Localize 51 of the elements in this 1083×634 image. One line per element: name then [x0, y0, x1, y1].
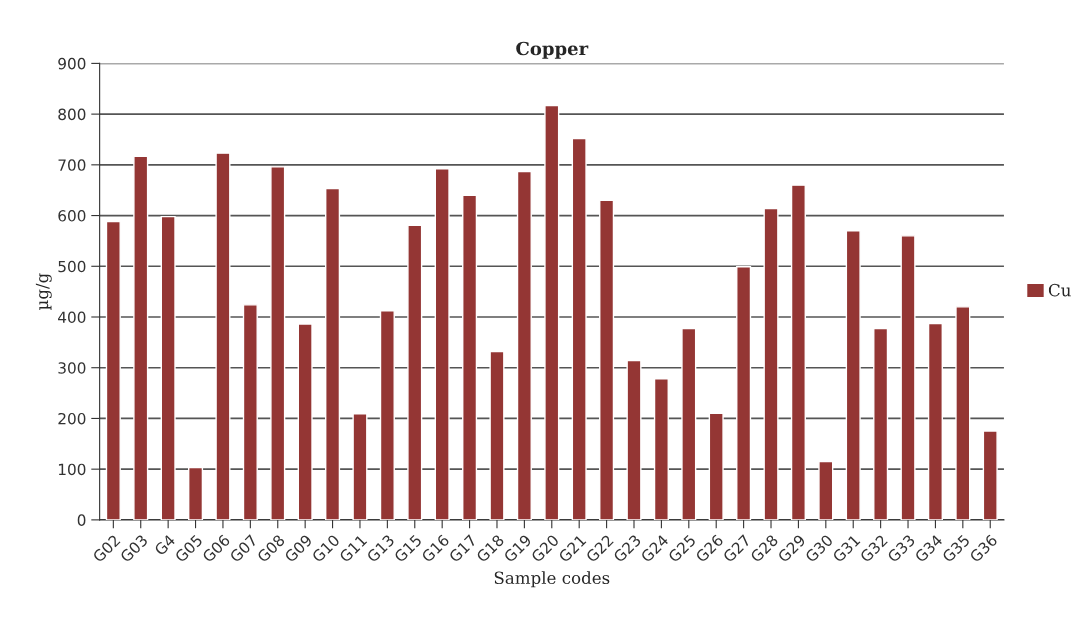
bar	[873, 327, 889, 520]
bar	[188, 466, 204, 520]
bar	[516, 170, 532, 520]
bar	[955, 306, 971, 520]
y-tick-label: 700	[58, 159, 86, 171]
bar	[325, 187, 341, 520]
bar	[927, 322, 943, 520]
chart-title: Copper	[516, 41, 589, 59]
y-tick-label: 600	[58, 210, 86, 222]
x-tick-label: G31	[831, 534, 861, 563]
bar	[352, 413, 368, 520]
y-tick-label: 200	[58, 412, 86, 425]
y-tick-label: 100	[58, 463, 86, 476]
bar	[763, 207, 779, 520]
bar	[599, 199, 615, 520]
bar	[571, 137, 587, 520]
bar	[818, 460, 834, 520]
x-axis-title: Sample codes	[494, 571, 610, 588]
bar	[297, 323, 313, 520]
bar	[160, 215, 176, 520]
x-tick-label: G11	[338, 534, 368, 563]
y-tick-label: 900	[58, 57, 86, 70]
bar	[790, 184, 806, 520]
y-tick-label: 0	[77, 514, 86, 526]
bar	[900, 235, 916, 520]
y-tick-label: 800	[58, 108, 86, 121]
bar	[105, 220, 121, 520]
bar	[626, 359, 642, 520]
bar	[133, 155, 149, 520]
x-tick-label: G21	[557, 534, 587, 563]
bar	[379, 310, 395, 520]
bar	[270, 166, 286, 520]
bar	[845, 230, 861, 520]
y-axis-title: µg/g	[35, 273, 52, 311]
bar	[653, 378, 669, 520]
bar	[736, 266, 752, 520]
y-tick-label: 300	[58, 362, 86, 374]
bar	[407, 224, 423, 520]
bar	[215, 152, 231, 520]
bar	[544, 104, 560, 520]
x-tick-label: G4	[153, 533, 176, 557]
bar	[681, 327, 697, 520]
y-tick-label: 400	[58, 311, 86, 324]
bar	[982, 430, 998, 520]
bar	[708, 412, 724, 520]
bar	[242, 304, 258, 520]
legend-label: Cu	[1048, 283, 1071, 297]
bar	[489, 350, 505, 520]
bar	[462, 194, 478, 520]
bar	[434, 168, 450, 520]
y-tick-label: 500	[58, 260, 86, 273]
